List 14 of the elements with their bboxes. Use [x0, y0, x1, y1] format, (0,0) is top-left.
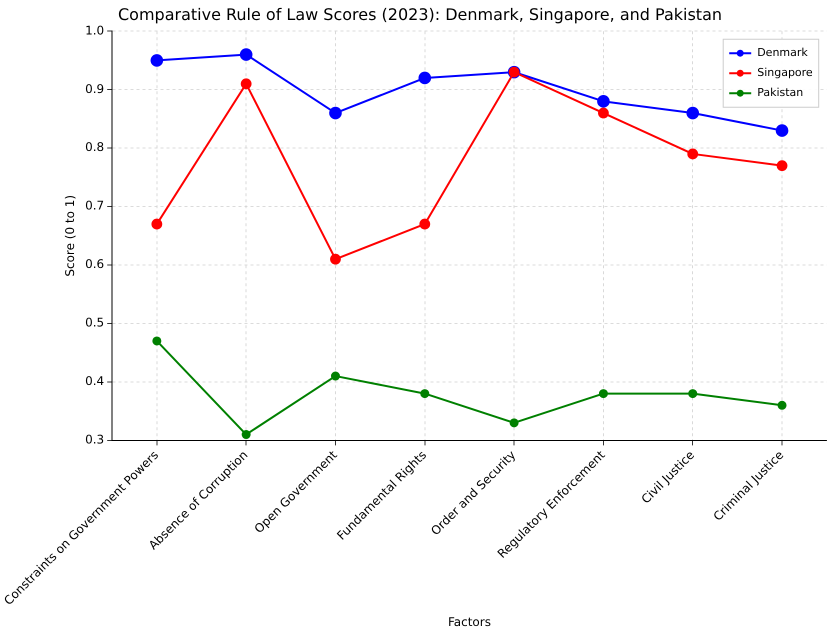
legend-label: Singapore: [757, 66, 813, 80]
chart-title: Comparative Rule of Law Scores (2023): Denmark, Singapore, and Pakistan: [118, 4, 722, 24]
y-tick-label: 1.0: [85, 23, 104, 38]
y-tick-label: 0.9: [85, 82, 104, 96]
y-tick-label: 0.4: [85, 374, 104, 388]
y-tick-label: 0.6: [85, 257, 104, 272]
y-tick-label: 0.8: [85, 140, 104, 154]
legend-label: Denmark: [757, 46, 808, 60]
y-tick-label: 0.5: [85, 316, 104, 330]
legend-label: Pakistan: [757, 86, 804, 100]
x-axis-title: Factors: [448, 614, 491, 629]
y-tick-label: 0.3: [85, 432, 104, 446]
y-axis-title: Score (0 to 1): [63, 194, 78, 277]
y-tick-label: 0.7: [85, 198, 104, 213]
